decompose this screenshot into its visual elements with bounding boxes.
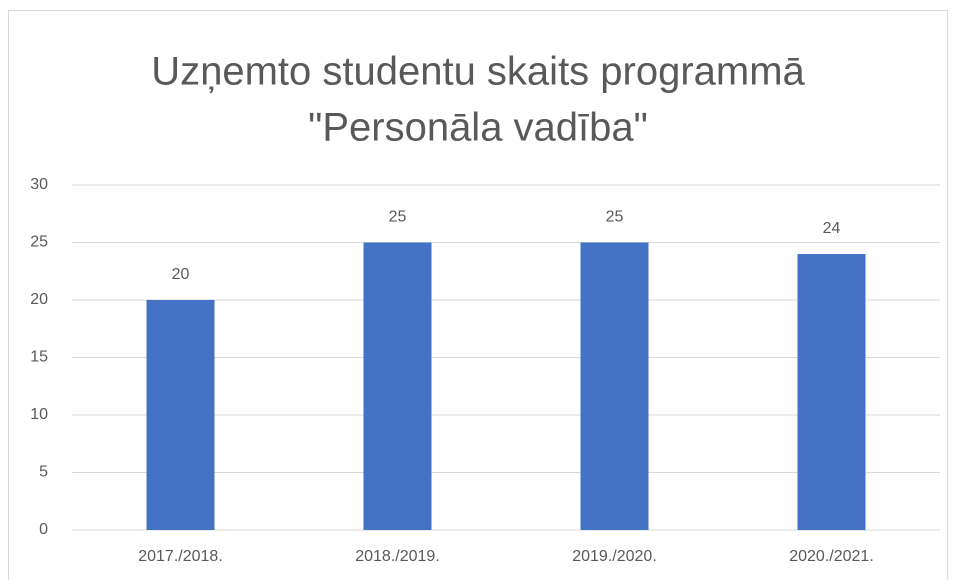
y-tick-label: 10 [30, 406, 48, 423]
bar [363, 242, 432, 530]
x-tick-label: 2019./2020. [572, 548, 657, 565]
x-tick-label: 2020./2021. [789, 548, 874, 565]
bar [146, 300, 215, 530]
data-label: 24 [823, 220, 841, 237]
y-tick-label: 5 [39, 464, 48, 481]
x-tick-label: 2017./2018. [138, 548, 223, 565]
y-tick-label: 25 [30, 234, 48, 251]
x-tick-label: 2018./2019. [355, 548, 440, 565]
bar [580, 242, 649, 530]
y-tick-label: 15 [30, 349, 48, 366]
y-tick-label: 30 [30, 176, 48, 193]
data-label: 20 [172, 266, 190, 283]
chart-title: Uzņemto studentu skaits programmā [151, 50, 805, 94]
data-label: 25 [389, 209, 407, 226]
chart-title: "Personāla vadība" [308, 106, 648, 150]
bar [797, 254, 866, 530]
y-tick-label: 20 [30, 291, 48, 308]
data-label: 25 [606, 209, 624, 226]
y-tick-label: 0 [39, 521, 48, 538]
